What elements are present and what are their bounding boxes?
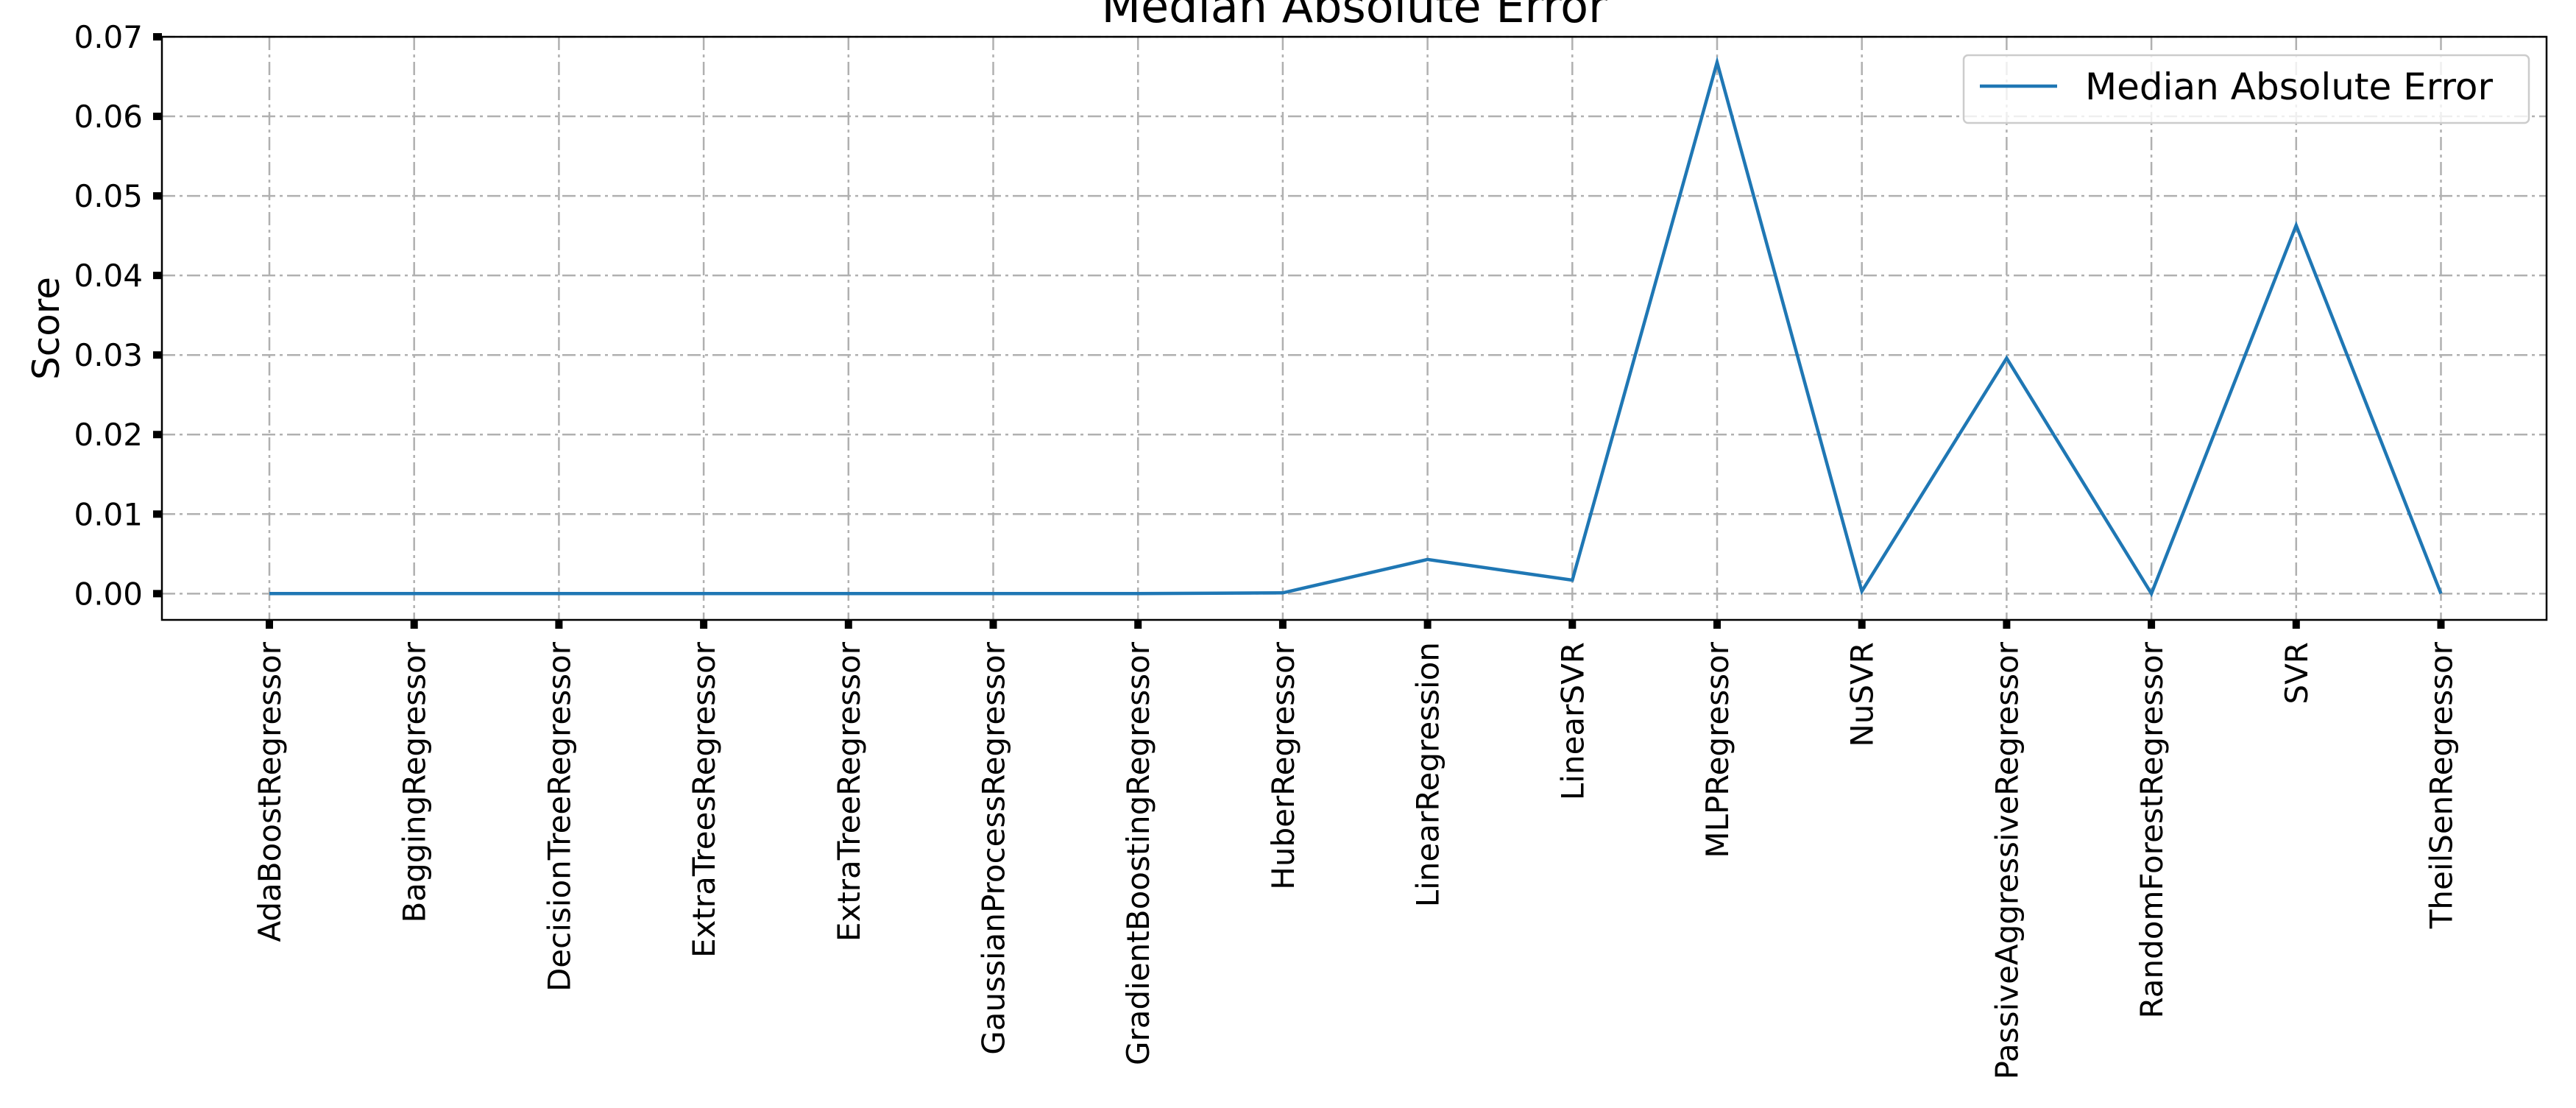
y-tick-label: 0.07 (74, 19, 143, 55)
y-tick-label: 0.00 (74, 576, 143, 612)
y-tick-label: 0.05 (74, 178, 143, 214)
chart-title: Median Absolute Error (1101, 0, 1607, 33)
legend-label: Median Absolute Error (2085, 66, 2493, 108)
legend-box (1962, 54, 2530, 124)
y-tick-label: 0.02 (74, 417, 143, 453)
x-tick-label: LinearRegression (1410, 642, 1446, 907)
x-tick-label: SVR (2279, 642, 2315, 705)
x-tick-label: MLPRegressor (1699, 641, 1735, 858)
y-tick-label: 0.04 (74, 258, 143, 294)
x-tick-label: ExtraTreesRegressor (686, 641, 722, 958)
x-tick-label: NuSVR (1844, 642, 1880, 747)
x-tick-label: ExtraTreeRegressor (831, 641, 867, 942)
series-line (269, 56, 2443, 598)
x-tick-label: GradientBoostingRegressor (1120, 641, 1156, 1065)
y-axis-ticks: 0.00 0.01 0.02 0.03 0.04 0.05 0.06 0.07 (74, 19, 162, 612)
x-tick-label: AdaBoostRegressor (252, 641, 288, 942)
x-tick-label: HuberRegressor (1265, 641, 1301, 889)
series-layer (269, 56, 2443, 598)
x-tick-label: RandomForestRegressor (2134, 641, 2170, 1018)
y-tick-label: 0.06 (74, 99, 143, 135)
x-tick-label: DecisionTreeRegressor (541, 641, 577, 992)
x-tick-label: BaggingRegressor (397, 641, 433, 922)
x-tick-label: TheilSenRegressor (2424, 641, 2460, 929)
x-tick-label: LinearSVR (1554, 642, 1590, 800)
x-axis-ticks: AdaBoostRegressor BaggingRegressor Decisio… (252, 620, 2460, 1079)
x-tick-label: GaussianProcessRegressor (976, 641, 1012, 1054)
legend: Median Absolute Error (1962, 54, 2530, 124)
y-axis-label: Score (25, 277, 68, 380)
x-tick-label: PassiveAggressiveRegressor (1989, 641, 2025, 1079)
plot-frame (160, 35, 2548, 621)
y-tick-label: 0.01 (74, 496, 143, 532)
y-tick-label: 0.03 (74, 337, 143, 373)
